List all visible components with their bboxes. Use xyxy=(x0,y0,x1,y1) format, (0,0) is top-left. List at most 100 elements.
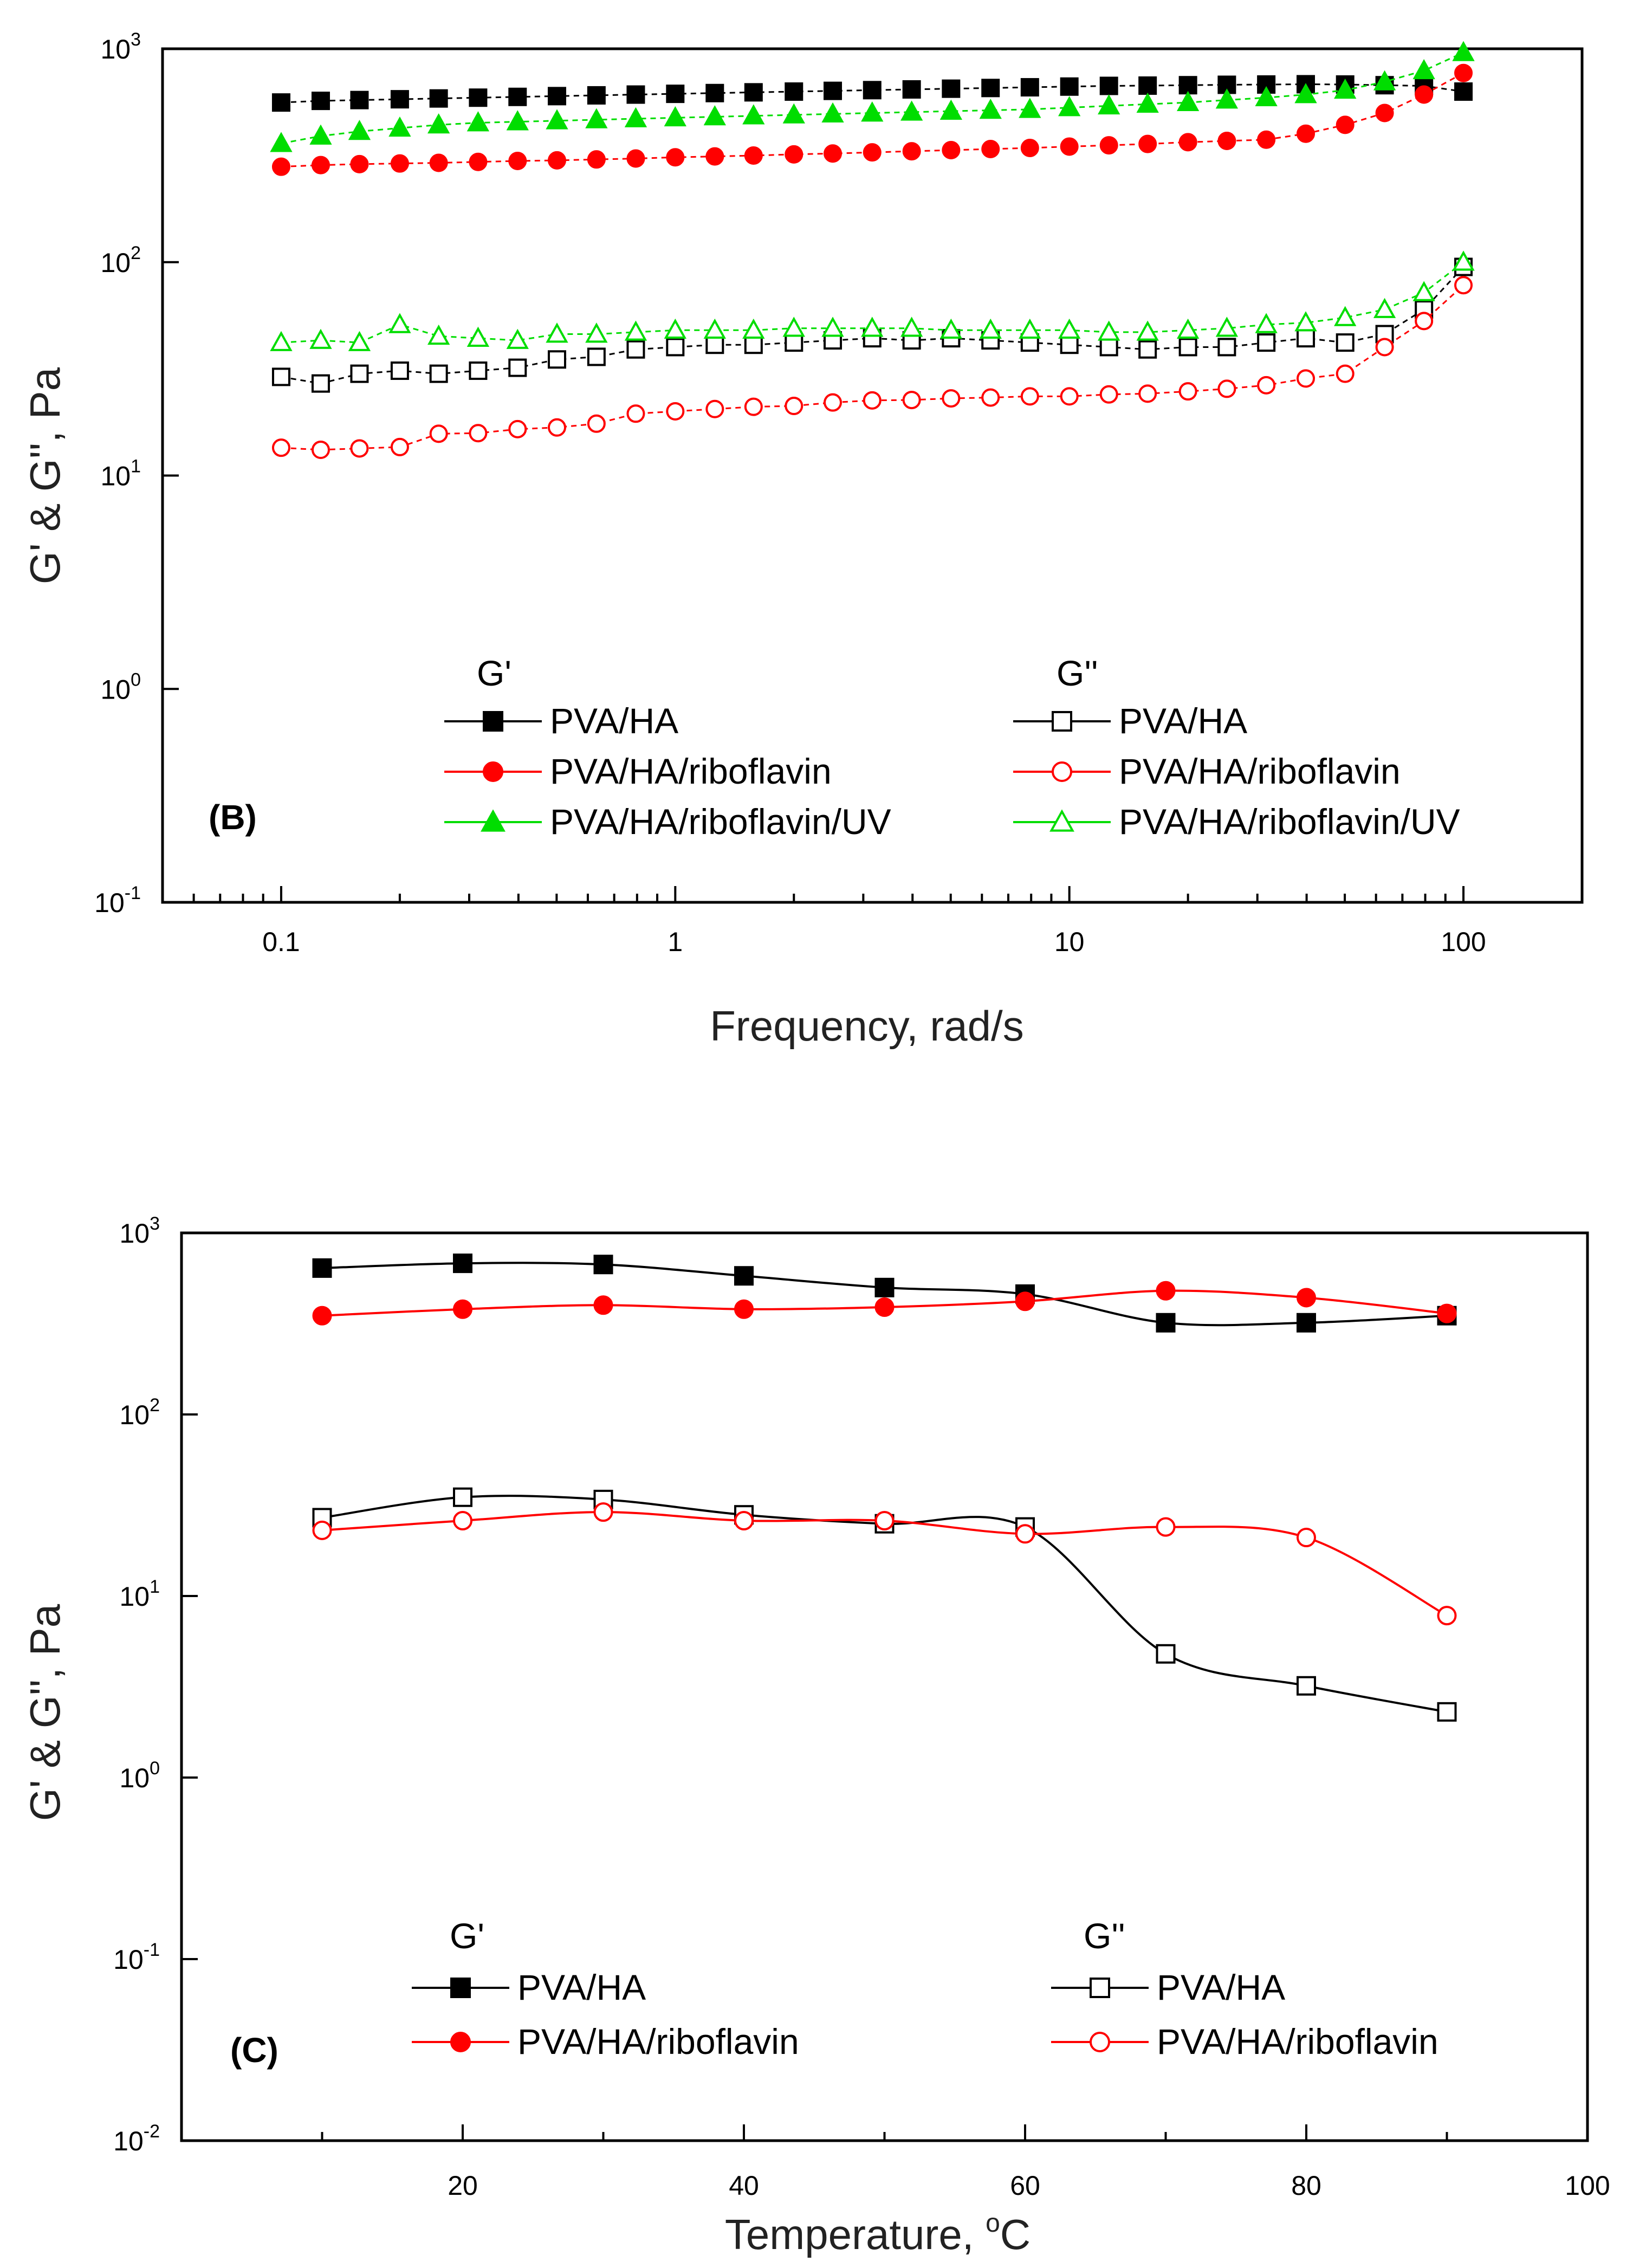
chart-b-series-4-point xyxy=(547,350,566,369)
chart-b-series-2-point xyxy=(705,147,724,166)
chart-b-series-3-point xyxy=(1098,94,1120,115)
chart-c-legend-gdoubleprime-1-label: PVA/HA xyxy=(1157,1967,1285,2007)
chart-b-series-5-point xyxy=(902,391,921,410)
chart-c-axes xyxy=(180,1231,1589,2142)
chart-c-series-1-point xyxy=(874,1277,895,1297)
chart-b-series-6-point xyxy=(1136,320,1159,341)
chart-b-series-3-point xyxy=(309,124,332,145)
chart-c-legend: G' G'' PVA/HA PVA/HA/riboflavin PVA/HA PVA/… xyxy=(412,1916,1438,2062)
chart-b-series-1-point xyxy=(863,81,882,100)
chart-b-y-tick-label-5-base: 10 xyxy=(100,34,131,64)
chart-b-series-3-point xyxy=(1452,41,1475,61)
chart-b-series-4-point xyxy=(311,374,330,393)
chart-b-series-1-point xyxy=(942,79,961,98)
chart-c-legend-header-gprime: G' xyxy=(450,1916,484,1956)
chart-b-y-tick-label-1-exp: -1 xyxy=(125,883,141,903)
chart-c-series-1-point xyxy=(734,1266,754,1286)
chart-c-series-2-point xyxy=(1015,1291,1035,1311)
chart-c-y-axis-title: G' & G'', Pa xyxy=(21,1604,69,1821)
chart-c-x-tick-label-4: 80 xyxy=(1291,2170,1321,2201)
chart-c-y-tick-label-4-base: 10 xyxy=(119,1581,150,1612)
chart-b-series-6-point xyxy=(466,326,490,347)
chart-b-series-2-point xyxy=(1138,134,1157,153)
chart-c-series-2-point xyxy=(1156,1281,1176,1301)
chart-b-legend-gprime-1-marker xyxy=(483,711,503,732)
chart-b-y-tick-label-1: 10-1 xyxy=(94,883,141,918)
chart-b-series-5-point xyxy=(1297,369,1315,388)
chart-c-x-tick-label-3: 60 xyxy=(1010,2170,1040,2201)
chart-b-series-1-point xyxy=(1099,76,1118,95)
chart-b-series-5-point xyxy=(626,404,645,423)
chart-b-y-tick-label-4: 102 xyxy=(100,243,141,278)
chart-b-series-1-point xyxy=(824,81,843,100)
chart-c-y-tick-label-6: 103 xyxy=(119,1213,160,1249)
chart-b-series-6-point xyxy=(1058,318,1081,339)
chart-c-series-4-point xyxy=(312,1520,332,1540)
chart-b-series-4-point xyxy=(1257,333,1276,352)
chart-c-series-1-point xyxy=(1297,1313,1316,1333)
chart-b-series-1-point xyxy=(744,83,763,102)
chart-b-series-2-point xyxy=(1099,136,1118,155)
chart-b-series-1-point xyxy=(666,85,685,104)
chart-c-series-1-point xyxy=(453,1253,472,1274)
chart-c-y-tick-label-4: 101 xyxy=(119,1576,160,1612)
chart-c-series-1-point xyxy=(1156,1313,1176,1333)
chart-b-series-2-point xyxy=(1336,115,1355,134)
chart-b-series-3-point xyxy=(624,107,647,127)
chart-b-series-2-point xyxy=(469,152,488,171)
chart-b-series-5-point xyxy=(1257,376,1276,395)
chart-c-series-4-point xyxy=(453,1510,472,1530)
chart-b-series-5-point xyxy=(1178,382,1197,401)
chart-c-x-tick-label-1: 20 xyxy=(448,2170,478,2201)
chart-b-series-5-point xyxy=(1415,312,1434,331)
chart-b-y-tick-label-3-exp: 1 xyxy=(131,456,141,477)
chart-b-series-2-point xyxy=(1178,133,1197,152)
chart-b-x-tick-label-3: 10 xyxy=(1054,927,1085,957)
chart-b-x-tick-label-2: 1 xyxy=(668,927,683,957)
chart-b-series-2-point xyxy=(311,156,330,175)
chart-b-series-3-point xyxy=(939,99,963,120)
chart-b-series-4-point xyxy=(785,333,803,352)
chart-b-series-6-point xyxy=(1215,316,1239,337)
chart-b-series-1-point xyxy=(350,91,369,109)
chart-c-series-4 xyxy=(312,1502,1457,1626)
chart-b-series-4-point xyxy=(390,361,409,380)
chart-b-y-tick-label-2-base: 10 xyxy=(100,674,131,705)
chart-c-legend-gdoubleprime-2-marker xyxy=(1090,2032,1110,2052)
chart-b-series-1-point xyxy=(271,93,290,112)
chart-b-series-5-point xyxy=(1336,364,1355,383)
chart-b-series-6-point xyxy=(1373,298,1396,318)
chart-b-y-tick-label-1-base: 10 xyxy=(94,888,125,918)
chart-b-series-5-point xyxy=(1060,387,1079,406)
chart-b-series-5-point xyxy=(942,389,961,408)
chart-b-series-2-point xyxy=(1375,104,1394,122)
chart-b-legend-gdoubleprime-3-marker xyxy=(1049,809,1074,832)
chart-b-series-5-point xyxy=(508,419,527,438)
chart-b-series-4-point xyxy=(469,361,488,380)
chart-b-series-6-point xyxy=(1294,311,1317,332)
chart-c-y-tick-label-1-exp: -2 xyxy=(144,2121,160,2142)
chart-b-x-axis-title: Frequency, rad/s xyxy=(710,1002,1023,1050)
chart-c-series-3-point xyxy=(1437,1702,1457,1722)
chart-b-x-tick-label-1: 0.1 xyxy=(262,927,300,957)
chart-b-series-6-point xyxy=(309,328,332,349)
chart-c-plot-frame xyxy=(180,1231,1589,2142)
chart-b-series-2-point xyxy=(1020,138,1039,157)
chart-b-series-6-point xyxy=(664,318,686,339)
chart-b-series-5-point xyxy=(863,391,882,410)
chart-b-series-2-point xyxy=(1217,132,1236,151)
chart-b-series-2-point xyxy=(863,143,882,162)
chart-c-series-1-point xyxy=(312,1258,332,1278)
chart-c-y-tick-label-5-exp: 2 xyxy=(150,1395,160,1416)
chart-b-series-2-point xyxy=(902,142,921,161)
chart-b-series-1-point xyxy=(587,86,606,105)
chart-c-series xyxy=(312,1253,1457,1722)
chart-b-series-2-point xyxy=(824,144,843,163)
chart-c-legend-gdoubleprime-1-marker xyxy=(1090,1978,1110,1998)
chart-b-y-axis-title: G' & G'', Pa xyxy=(21,367,69,584)
chart-c-series-2-point xyxy=(453,1299,472,1319)
chart-b-series-5-point xyxy=(1375,338,1394,357)
chart-b-series-1-point xyxy=(1138,76,1157,95)
chart-b-series-2-point xyxy=(785,145,803,164)
chart-c-series-4-point xyxy=(1437,1606,1457,1626)
